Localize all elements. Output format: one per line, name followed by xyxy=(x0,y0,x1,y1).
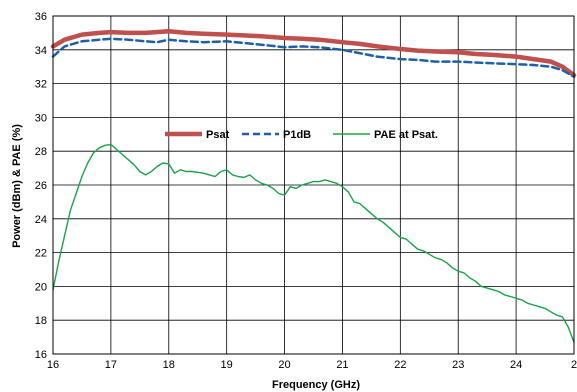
x-tick-label: 24 xyxy=(510,359,522,371)
x-tick-labels: 16 17 18 19 20 21 22 23 24 25 xyxy=(47,359,577,371)
x-tick-label: 19 xyxy=(221,359,233,371)
y-tick-label: 28 xyxy=(35,146,47,158)
y-axis-title: Power (dBm) & PAE (%) xyxy=(11,124,23,248)
y-tick-label: 26 xyxy=(35,180,47,192)
legend-label-pae: PAE at Psat. xyxy=(374,129,438,141)
y-tick-label: 20 xyxy=(35,281,47,293)
legend: Psat P1dB PAE at Psat. xyxy=(165,129,438,141)
x-axis-title: Frequency (GHz) xyxy=(272,379,360,391)
x-tick-label: 21 xyxy=(336,359,348,371)
y-tick-label: 30 xyxy=(35,112,47,124)
series-line-p1db xyxy=(51,37,576,79)
y-tick-labels: 16 18 20 22 24 26 28 30 32 34 36 xyxy=(35,11,47,361)
y-tick-label: 18 xyxy=(35,315,47,327)
legend-label-psat: Psat xyxy=(206,129,230,141)
grid-lines xyxy=(52,15,575,355)
y-tick-label: 36 xyxy=(35,11,47,23)
x-tick-label: 16 xyxy=(47,359,59,371)
y-tick-label: 22 xyxy=(35,248,47,260)
x-tick-label: 25 xyxy=(571,359,577,371)
y-tick-label: 34 xyxy=(35,45,47,57)
x-tick-label: 22 xyxy=(394,359,406,371)
y-tick-label: 16 xyxy=(35,349,47,361)
x-tick-label: 18 xyxy=(163,359,175,371)
x-tick-label: 23 xyxy=(452,359,464,371)
x-tick-label: 17 xyxy=(105,359,117,371)
series-line-pae xyxy=(52,143,575,343)
y-tick-label: 32 xyxy=(35,79,47,91)
plot-frame xyxy=(52,15,575,355)
series-lines xyxy=(50,15,577,355)
x-tick-label: 20 xyxy=(278,359,290,371)
y-tick-label: 24 xyxy=(35,214,47,226)
series-line-psat xyxy=(50,28,577,78)
legend-label-p1db: P1dB xyxy=(283,129,311,141)
